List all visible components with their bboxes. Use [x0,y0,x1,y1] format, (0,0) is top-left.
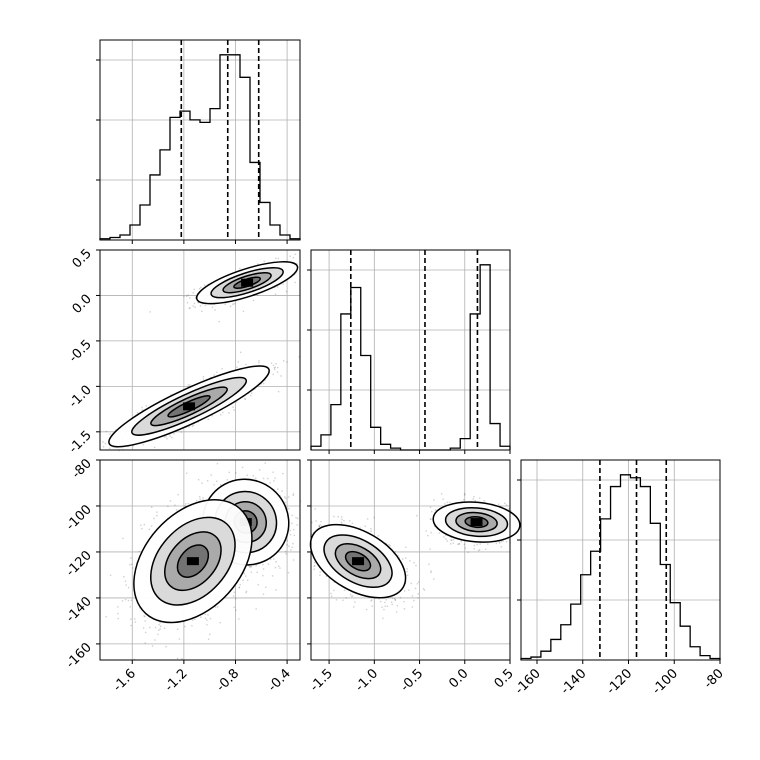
density-peak [470,518,483,527]
hist-bar [470,314,480,450]
hist-bar [381,444,391,450]
x-tick-label: -1.5 [307,666,336,695]
panel-frame [99,459,301,661]
hist-1d-panel-1 [307,250,511,454]
hist-1d-panel-0 [96,40,301,244]
hist-bar [160,150,170,240]
hist-2d-panel-0 [100,250,300,452]
x-tick-label: -0.5 [398,666,427,695]
y-tick-label: 0.0 [70,292,95,317]
hist-bar [130,225,140,240]
hist-bar [270,225,280,240]
hist-bar [341,314,351,450]
hist-bar [581,575,591,660]
density-peak [352,557,365,566]
x-tick-label: -1.0 [353,666,382,695]
x-tick-label: -160 [512,666,543,697]
x-tick-label: -120 [604,666,635,697]
x-tick-label: -1.2 [162,666,191,695]
panel-frame [99,249,301,451]
x-tick-label: -80 [701,666,727,692]
y-tick-label: 0.5 [70,246,95,271]
hist-bar [571,604,581,660]
hist-bar [561,625,571,660]
y-tick-label: -1.0 [66,383,95,412]
hist-bar [690,647,700,660]
hist-2d-panel-1 [100,460,302,661]
y-tick-label: -120 [63,548,94,579]
x-tick-label: 0.0 [446,666,471,691]
hist-bar [361,356,371,450]
x-tick-label: -0.4 [265,666,294,695]
hist-step-line [310,264,511,451]
hist-bar [551,639,561,660]
hist-bar [371,427,381,450]
panel-frame [520,459,721,661]
hist-bar [140,205,150,240]
y-tick-label: -80 [69,456,95,482]
hist-bar [680,626,690,660]
hist-bar [280,235,290,240]
hist-1d-panel-2 [517,460,721,664]
hist-bar [480,265,490,450]
y-tick-label: -100 [63,502,94,533]
hist-bar [670,603,680,660]
y-tick-label: -160 [63,640,94,671]
x-tick-label: -0.8 [214,666,243,695]
hist-bar [351,287,361,450]
density-peak [241,278,254,287]
y-tick-label: -0.5 [66,337,95,366]
hist-bar [240,77,250,240]
density-peak [183,402,196,411]
hist-step-line [99,54,301,240]
y-tick-label: -140 [63,594,94,625]
panel-frame [310,459,511,661]
panel-frame [99,39,301,241]
hist-bar [650,523,660,660]
hist-bar [490,424,500,450]
hist-bar [700,656,710,660]
hist-bar [200,122,210,240]
hist-bar [591,551,601,660]
tick-labels: -1.6 -1.2 -0.8 -0.4 -1.5 -1.0 -0.5 0.0 0.5 -160 -1… [63,246,726,697]
x-tick-label: -140 [558,666,589,697]
hist-bar [210,109,220,240]
panel-frame [310,249,511,451]
hist-bar [150,175,160,240]
hist-step-line [520,474,721,660]
hist-bar [230,55,240,240]
hist-2d-panel-2 [309,460,521,660]
hist-bar [120,235,130,240]
hist-bar [630,478,640,660]
hist-bar [331,405,341,450]
hist-bar [260,202,270,240]
hist-bar [621,475,631,660]
hist-bar [170,117,180,240]
hist-bar [460,439,470,450]
hist-bar [640,487,650,660]
x-tick-label: -100 [650,666,681,697]
hist-bar [611,487,621,660]
x-tick-label: -1.6 [111,666,140,695]
hist-bar [541,651,551,660]
hist-bar [660,564,670,660]
y-tick-label: -1.5 [66,428,95,457]
density-peak [186,557,199,566]
